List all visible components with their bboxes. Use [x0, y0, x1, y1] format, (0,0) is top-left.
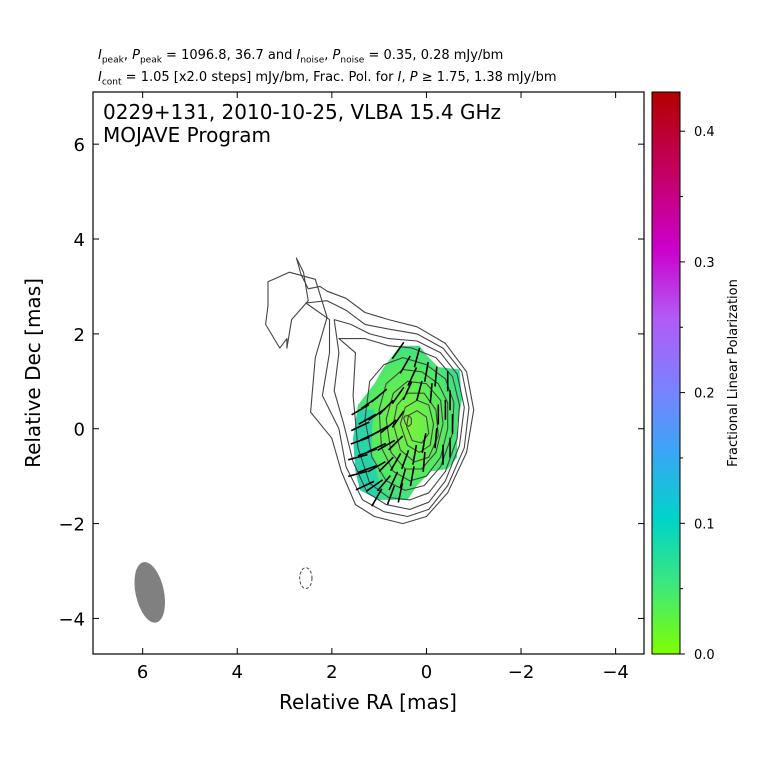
- evpa-stick: [399, 468, 407, 489]
- contour-level-1: [265, 257, 475, 525]
- beam-ellipse: [134, 562, 166, 623]
- contour-level-7: [385, 380, 444, 470]
- y-tick-label: −2: [58, 515, 85, 536]
- contour-level-5: [364, 357, 455, 491]
- y-tick-label: −4: [58, 609, 85, 630]
- evpa-stick: [347, 453, 368, 461]
- evpa-stick: [429, 383, 433, 404]
- contour-level-9: [399, 399, 435, 453]
- contour-level-11: [403, 414, 412, 427]
- x-axis-ticks: 6 4 2 0 −2 −4: [137, 92, 629, 683]
- evpa-stick: [391, 386, 405, 405]
- chart-subtitle: MOJAVE Program: [103, 123, 271, 147]
- evpa-stick: [355, 480, 375, 491]
- intensity-contours: [265, 257, 475, 525]
- header-line-2: Icont = 1.05 [x2.0 steps] mJy/bm, Frac. …: [98, 70, 557, 88]
- contour-level-8: [392, 392, 439, 463]
- y-tick-label: 2: [74, 325, 85, 346]
- evpa-stick: [376, 475, 391, 492]
- plot-content: [134, 257, 475, 623]
- contour-level-4: [338, 338, 461, 501]
- evpa-stick: [351, 404, 370, 416]
- evpa-stick: [434, 428, 438, 449]
- y-tick-label: 0: [74, 420, 85, 441]
- colorbar-frame: [651, 91, 681, 655]
- evpa-stick: [400, 449, 410, 470]
- colorbar-tick-label: 0.0: [694, 648, 715, 663]
- chart-title: 0229+131, 2010-10-25, VLBA 15.4 GHz: [103, 100, 501, 124]
- x-tick-label: 0: [421, 662, 432, 683]
- evpa-stick: [422, 451, 426, 472]
- header-line-1: Ipeak, Ppeak = 1096.8, 36.7 and Inoise, …: [98, 48, 504, 66]
- evpa-stick: [391, 341, 405, 360]
- x-tick-label: 2: [326, 662, 337, 683]
- colorbar-tick-label: 0.1: [694, 517, 715, 532]
- evpa-stick: [370, 388, 388, 403]
- colorbar: [652, 92, 680, 654]
- contour-level-2: [305, 300, 470, 518]
- colorbar-tick-label: 0.3: [694, 256, 715, 271]
- evpa-stick: [347, 470, 368, 478]
- evpa-stick: [388, 435, 404, 451]
- x-tick-label: −2: [508, 662, 535, 683]
- evpa-stick: [380, 419, 397, 434]
- y-tick-label: 6: [74, 135, 85, 156]
- contour-level-10: [406, 410, 430, 444]
- evpa-stick: [413, 347, 421, 368]
- evpa-stick: [421, 432, 427, 453]
- evpa-stick: [367, 442, 387, 453]
- evpa-stick: [409, 466, 415, 487]
- colorbar-label: Fractional Linear Polarization: [726, 279, 741, 467]
- evpa-stick: [397, 482, 404, 503]
- evpa-stick: [386, 485, 396, 505]
- plot-background: [93, 92, 644, 654]
- evpa-stick: [370, 425, 389, 437]
- y-tick-label: 4: [74, 230, 85, 251]
- evpa-stick: [423, 361, 429, 382]
- negative-contour: [299, 567, 313, 590]
- contour-level-3: [333, 319, 465, 510]
- evpa-stick: [399, 355, 411, 374]
- evpa-stick: [434, 366, 438, 387]
- y-axis-ticks: −4 −2 0 2 4 6: [58, 135, 644, 630]
- evpa-stick: [412, 444, 418, 465]
- evpa-stick: [365, 479, 384, 493]
- x-tick-label: −4: [602, 662, 629, 683]
- x-axis-label: Relative RA [mas]: [279, 690, 457, 714]
- evpa-stick: [388, 471, 399, 491]
- x-tick-label: 6: [137, 662, 148, 683]
- evpa-stick: [416, 380, 423, 401]
- evpa-vectors: [347, 341, 454, 507]
- evpa-stick: [377, 439, 396, 451]
- evpa-stick: [371, 488, 383, 507]
- evpa-stick: [350, 421, 370, 432]
- colorbar-ticks: 0.0 0.1 0.2 0.3 0.4: [680, 125, 715, 663]
- evpa-stick: [407, 367, 418, 386]
- evpa-stick: [402, 381, 413, 401]
- evpa-stick: [378, 456, 394, 472]
- colorbar-tick-label: 0.4: [694, 125, 715, 140]
- evpa-stick: [367, 461, 386, 473]
- evpa-stick: [391, 410, 405, 428]
- evpa-stick: [350, 436, 370, 445]
- colorbar-tick-label: 0.2: [694, 387, 715, 402]
- plot-frame: [92, 91, 645, 655]
- evpa-stick: [390, 452, 402, 472]
- evpa-stick: [357, 448, 377, 457]
- evpa-stick: [357, 464, 377, 474]
- x-tick-label: 4: [232, 662, 243, 683]
- evpa-stick: [358, 413, 377, 425]
- y-axis-label: Relative Dec [mas]: [21, 278, 45, 468]
- evpa-stick: [378, 399, 394, 416]
